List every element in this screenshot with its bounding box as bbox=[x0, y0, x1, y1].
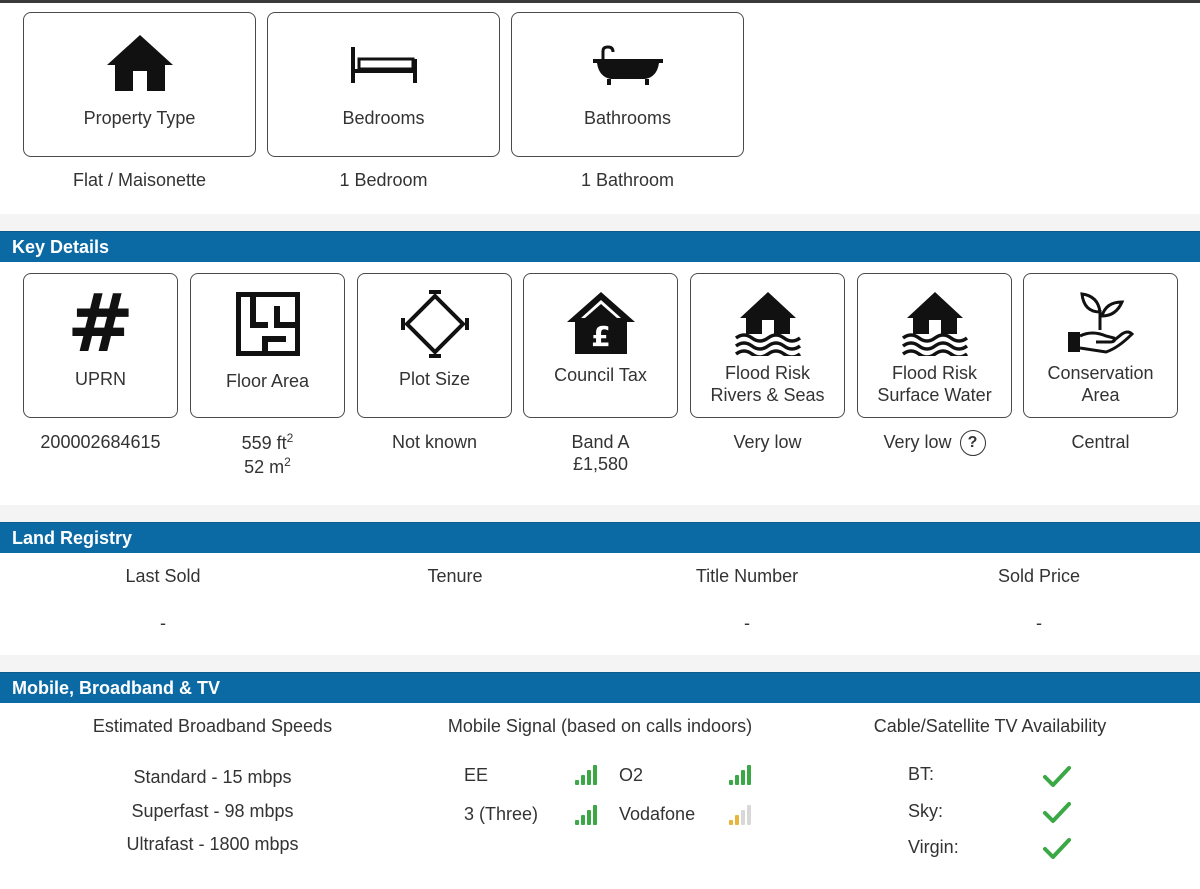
uprn-card: # UPRN bbox=[23, 273, 178, 418]
bedrooms-card: Bedrooms bbox=[267, 12, 500, 157]
flood-surface-label: Flood Risk Surface Water bbox=[877, 363, 992, 405]
property-type-value: Flat / Maisonette bbox=[72, 170, 207, 190]
floor-plan-icon bbox=[235, 292, 300, 356]
bedrooms-label: Bedrooms bbox=[342, 108, 425, 128]
council-tax-card: £ Council Tax bbox=[523, 273, 678, 418]
signal-bar bbox=[729, 820, 733, 825]
broadband-speed-ultrafast: Ultrafast - 1800 mbps bbox=[126, 834, 299, 854]
signal-strength-icon bbox=[575, 805, 597, 825]
property-type-card: Property Type bbox=[23, 12, 256, 157]
last-sold-header: Last Sold bbox=[125, 566, 201, 586]
check-icon bbox=[1043, 838, 1071, 859]
signal-bar bbox=[741, 810, 745, 825]
tv-heading: Cable/Satellite TV Availability bbox=[873, 716, 1107, 736]
council-tax-amount: £1,580 bbox=[572, 454, 629, 474]
floor-area-ft: 559 ft2 bbox=[241, 431, 294, 453]
check-icon bbox=[1043, 766, 1071, 787]
tv-provider-sky: Sky: bbox=[908, 801, 944, 821]
plot-size-value: Not known bbox=[391, 432, 478, 452]
operator-three-name: 3 (Three) bbox=[464, 804, 539, 824]
flood-surface-value: Very low? bbox=[857, 430, 1012, 456]
sold-price-header: Sold Price bbox=[997, 566, 1081, 586]
signal-bar bbox=[729, 780, 733, 785]
flood-rivers-label: Flood Risk Rivers & Seas bbox=[710, 363, 825, 405]
council-tax-house-icon: £ bbox=[566, 292, 635, 354]
flood-rivers-card: Flood Risk Rivers & Seas bbox=[690, 273, 845, 418]
operator-o2-name: O2 bbox=[619, 765, 644, 785]
broadband-speed-standard: Standard - 15 mbps bbox=[133, 767, 292, 787]
signal-bar bbox=[747, 805, 751, 825]
hand-plant-icon bbox=[1067, 292, 1134, 354]
sold-price-value: - bbox=[1036, 613, 1042, 633]
signal-bar bbox=[587, 810, 591, 825]
tv-provider-virgin: Virgin: bbox=[908, 837, 959, 857]
uprn-value: 200002684615 bbox=[40, 432, 161, 452]
signal-bar bbox=[735, 775, 739, 785]
mobile-broadband-tv-header: Mobile, Broadband & TV bbox=[0, 672, 1200, 703]
bathrooms-card: Bathrooms bbox=[511, 12, 744, 157]
tenure-header: Tenure bbox=[427, 566, 483, 586]
bedrooms-value: 1 Bedroom bbox=[339, 170, 428, 190]
council-tax-value: Band A £1,580 bbox=[523, 431, 678, 475]
title-number-value: - bbox=[744, 613, 750, 633]
signal-bar bbox=[741, 770, 745, 785]
broadband-heading: Estimated Broadband Speeds bbox=[92, 716, 333, 736]
conservation-label: Conservation Area bbox=[1047, 363, 1154, 405]
uprn-label: UPRN bbox=[74, 369, 126, 389]
conservation-value: Central bbox=[1071, 432, 1130, 452]
signal-bar bbox=[575, 780, 579, 785]
property-type-label: Property Type bbox=[83, 108, 196, 128]
bathrooms-label: Bathrooms bbox=[583, 108, 672, 128]
broadband-speed-superfast: Superfast - 98 mbps bbox=[131, 801, 294, 821]
flood-house-icon bbox=[734, 292, 801, 356]
plot-size-label: Plot Size bbox=[398, 369, 471, 389]
mobile-signal-heading: Mobile Signal (based on calls indoors) bbox=[447, 716, 753, 736]
signal-strength-icon bbox=[575, 765, 597, 785]
bed-icon bbox=[350, 47, 417, 83]
signal-strength-icon bbox=[729, 805, 751, 825]
signal-bar bbox=[593, 765, 597, 785]
signal-bar bbox=[581, 775, 585, 785]
council-tax-band: Band A bbox=[571, 432, 630, 452]
house-icon bbox=[106, 35, 173, 91]
flood-house-icon bbox=[901, 292, 968, 356]
tv-provider-bt: BT: bbox=[908, 764, 935, 784]
title-number-header: Title Number bbox=[695, 566, 799, 586]
key-details-header: Key Details bbox=[0, 231, 1200, 262]
flood-surface-card: Flood Risk Surface Water bbox=[857, 273, 1012, 418]
plot-boundary-icon bbox=[400, 290, 469, 358]
council-tax-label: Council Tax bbox=[554, 365, 647, 385]
floor-area-card: Floor Area bbox=[190, 273, 345, 418]
top-rule bbox=[0, 0, 1200, 3]
check-icon bbox=[1043, 802, 1071, 823]
plot-size-card: Plot Size bbox=[357, 273, 512, 418]
conservation-card: Conservation Area bbox=[1023, 273, 1178, 418]
signal-bar bbox=[747, 765, 751, 785]
signal-strength-icon bbox=[729, 765, 751, 785]
divider-band bbox=[0, 505, 1200, 523]
hash-icon: # bbox=[66, 277, 135, 370]
signal-bar bbox=[587, 770, 591, 785]
help-icon[interactable]: ? bbox=[959, 430, 986, 456]
floor-area-label: Floor Area bbox=[225, 371, 310, 391]
last-sold-value: - bbox=[160, 613, 166, 633]
signal-bar bbox=[575, 820, 579, 825]
signal-bar bbox=[593, 805, 597, 825]
bathrooms-value: 1 Bathroom bbox=[580, 170, 675, 190]
bathtub-icon bbox=[592, 45, 663, 85]
flood-rivers-value: Very low bbox=[733, 432, 802, 452]
operator-ee-name: EE bbox=[464, 765, 489, 785]
signal-bar bbox=[581, 815, 585, 825]
svg-text:£: £ bbox=[591, 320, 610, 353]
operator-vodafone-name: Vodafone bbox=[619, 804, 696, 824]
floor-area-value: 559 ft2 52 m2 bbox=[190, 432, 345, 478]
land-registry-header: Land Registry bbox=[0, 522, 1200, 553]
floor-area-m: 52 m2 bbox=[244, 455, 291, 477]
signal-bar bbox=[735, 815, 739, 825]
divider-band bbox=[0, 214, 1200, 232]
divider-band bbox=[0, 655, 1200, 673]
